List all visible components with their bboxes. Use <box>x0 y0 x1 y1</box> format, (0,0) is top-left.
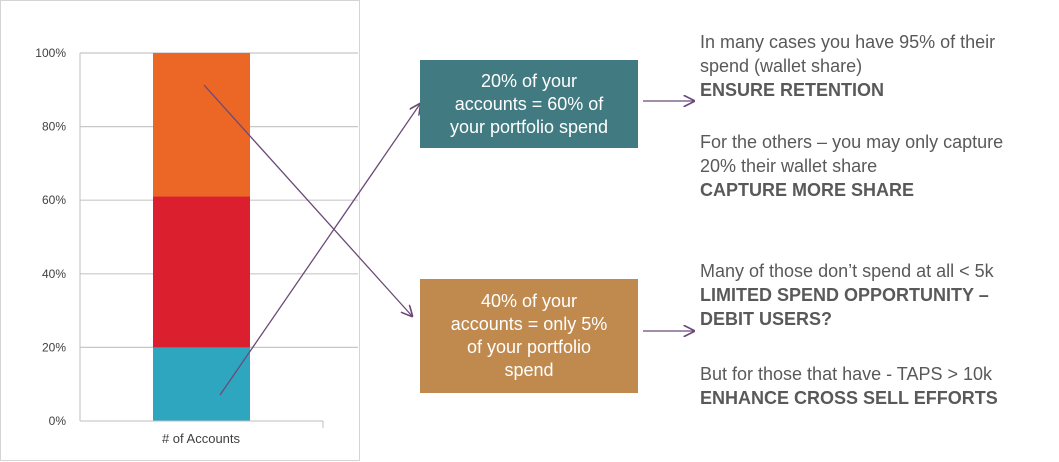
note-text: For the others – you may only capture <box>700 132 1004 152</box>
note-text: spend (wallet share) <box>700 56 863 76</box>
bar-segment-3 <box>153 53 250 197</box>
note-cross-sell: But for those that have - TAPS > 10k ENH… <box>700 362 998 410</box>
callout-top-box: 20% of your accounts = 60% of your portf… <box>420 60 638 148</box>
note-text: 20% their wallet share <box>700 156 878 176</box>
note-text: Many of those don’t spend at all < 5k <box>700 261 994 281</box>
bar-segment-2 <box>153 196 250 348</box>
note-limited-spend: Many of those don’t spend at all < 5k LI… <box>700 259 994 331</box>
y-tick-label: 100% <box>35 46 66 60</box>
callout-top-line: accounts = 60% of <box>454 93 604 114</box>
callout-top-line: 20% of your <box>480 70 578 91</box>
arrow-top-to-bottom <box>203 84 412 316</box>
x-tick-label: # of Accounts <box>162 431 241 446</box>
note-capture-share: For the others – you may only capture 20… <box>700 130 1003 202</box>
note-retention: In many cases you have 95% of their spen… <box>700 30 995 102</box>
note-heading: LIMITED SPEND OPPORTUNITY – <box>700 285 989 305</box>
callout-bottom-line: spend <box>504 360 554 380</box>
callout-bottom-box: 40% of your accounts = only 5% of your p… <box>420 279 638 393</box>
y-tick-label: 20% <box>42 340 66 354</box>
callout-bottom-line: of your portfolio <box>466 337 592 357</box>
note-heading: CAPTURE MORE SHARE <box>700 180 915 200</box>
note-text: But for those that have - TAPS > 10k <box>700 364 992 384</box>
y-tick-label: 40% <box>42 267 66 281</box>
bar-segment-1 <box>153 347 250 421</box>
note-text: In many cases you have 95% of their <box>700 32 996 52</box>
note-heading: ENSURE RETENTION <box>700 80 885 100</box>
callout-bottom-line: accounts = only 5% <box>450 314 608 334</box>
arrow-bottom-to-top <box>219 104 420 396</box>
callout-bottom-line: 40% of your <box>480 291 578 311</box>
note-heading: ENHANCE CROSS SELL EFFORTS <box>700 388 998 408</box>
callout-top-line: your portfolio spend <box>449 116 609 137</box>
y-tick-label: 80% <box>42 120 66 134</box>
y-tick-label: 60% <box>42 193 66 207</box>
y-tick-label: 0% <box>49 414 67 428</box>
note-heading: DEBIT USERS? <box>700 309 833 329</box>
